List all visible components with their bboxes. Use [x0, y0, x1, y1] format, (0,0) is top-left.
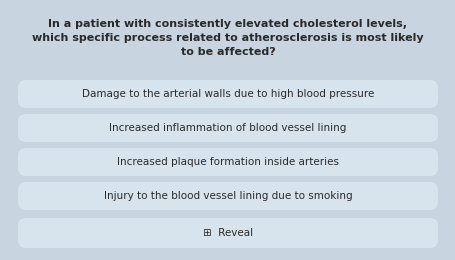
FancyBboxPatch shape — [18, 80, 437, 108]
FancyBboxPatch shape — [18, 218, 437, 248]
Text: Injury to the blood vessel lining due to smoking: Injury to the blood vessel lining due to… — [103, 191, 352, 201]
Text: In a patient with consistently elevated cholesterol levels,
which specific proce: In a patient with consistently elevated … — [32, 19, 423, 57]
FancyBboxPatch shape — [18, 114, 437, 142]
Text: Increased plaque formation inside arteries: Increased plaque formation inside arteri… — [117, 157, 338, 167]
Text: Damage to the arterial walls due to high blood pressure: Damage to the arterial walls due to high… — [81, 89, 374, 99]
Text: Increased inflammation of blood vessel lining: Increased inflammation of blood vessel l… — [109, 123, 346, 133]
FancyBboxPatch shape — [18, 148, 437, 176]
Text: ⊞  Reveal: ⊞ Reveal — [202, 228, 253, 238]
FancyBboxPatch shape — [18, 182, 437, 210]
